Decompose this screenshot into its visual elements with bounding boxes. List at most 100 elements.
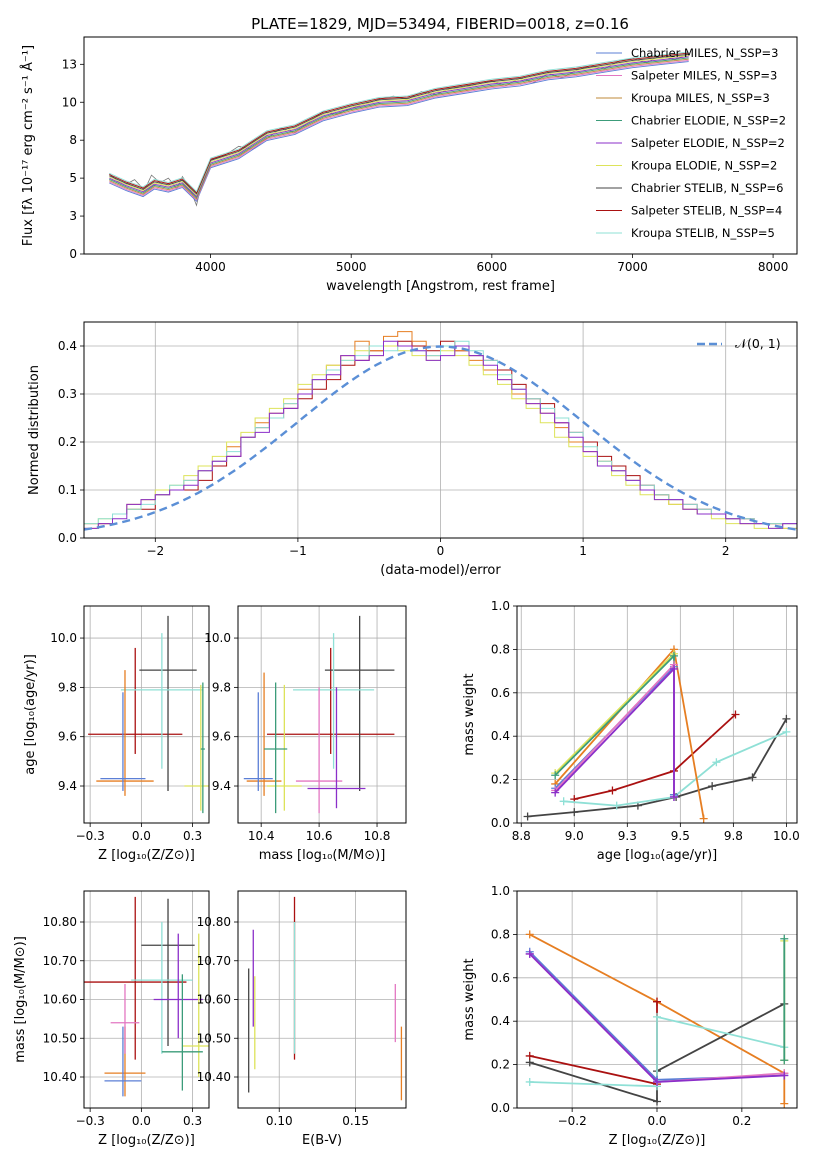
weight-point-marker	[612, 801, 621, 810]
legend-label: Salpeter MILES, N_SSP=3	[631, 69, 777, 83]
weight-point-marker	[608, 786, 617, 795]
spectrum-xtick-label: 5000	[336, 260, 367, 274]
legend-label: Kroupa STELIB, N_SSP=5	[631, 226, 775, 240]
weight-point-marker	[570, 808, 579, 817]
weight-point-marker	[525, 949, 534, 958]
z-weight-xtick-label: 0.0	[647, 1114, 666, 1128]
weight-point-marker	[669, 651, 678, 660]
z-mass-ytick-label: 10.80	[43, 915, 77, 929]
age-weight-ytick-label: 0.8	[491, 642, 510, 656]
ebv-mass-xlabel: E(B-V)	[302, 1133, 342, 1148]
weight-point-marker	[699, 814, 708, 823]
weight-point-marker	[525, 1051, 534, 1060]
ebv-mass-xtick-label: 0.10	[266, 1114, 293, 1128]
weight-line	[574, 713, 737, 800]
age-weight-ylabel: mass weight	[462, 673, 477, 755]
weight-point-marker	[653, 997, 661, 1006]
weight-point-marker	[559, 797, 568, 806]
model-spectrum-line	[109, 55, 689, 196]
z-mass-ytick-label: 10.50	[43, 1031, 77, 1045]
model-spectrum-line	[109, 51, 689, 193]
age-weight-xtick-label: 8.8	[512, 829, 531, 843]
mass-age-ytick-label: 10.0	[204, 631, 231, 645]
residuals-ytick-label: 0.3	[58, 387, 77, 401]
z-weight-ytick-label: 0.0	[491, 1101, 510, 1115]
mass-age-xlabel: mass [log₁₀(M/M⊙)]	[259, 848, 386, 863]
model-spectrum-line	[109, 57, 689, 199]
weight-point-marker	[551, 771, 560, 780]
spectrum-ytick-label: 5	[69, 171, 77, 185]
weight-point-marker	[780, 1056, 789, 1065]
weight-point-marker	[653, 1077, 661, 1086]
histogram-steps	[84, 340, 797, 529]
age-weight-ytick-label: 0.0	[491, 816, 510, 830]
age-weight-ytick-label: 0.6	[491, 686, 510, 700]
spectrum-xtick-label: 8000	[758, 260, 789, 274]
z-age-xtick-label: −0.3	[76, 829, 105, 843]
residuals-ytick-label: 0.2	[58, 435, 77, 449]
z-age-ytick-label: 9.6	[58, 730, 77, 744]
spectrum-ytick-label: 10	[62, 95, 77, 109]
spectrum-xlabel: wavelength [Angstrom, rest frame]	[326, 279, 555, 294]
model-spectrum-line	[109, 58, 689, 200]
ebv-mass-ytick-label: 10.70	[197, 954, 231, 968]
z-mass-ytick-label: 10.40	[43, 1070, 77, 1084]
ebv-mass-ytick-label: 10.60	[197, 993, 231, 1007]
weight-point-marker	[712, 758, 721, 767]
z-age-frame	[83, 605, 210, 824]
weight-point-marker	[748, 773, 757, 782]
residuals-xtick-label: 0	[437, 544, 445, 558]
model-spectrum-line	[109, 56, 689, 198]
z-weight-xtick-label: 0.2	[732, 1114, 751, 1128]
age-weight-ytick-label: 1.0	[491, 599, 510, 613]
legend-label: Chabrier STELIB, N_SSP=6	[631, 181, 783, 195]
mass-age-ytick-label: 9.4	[212, 779, 231, 793]
z-weight-ylabel: mass weight	[462, 958, 477, 1040]
age-weight-frame	[516, 605, 798, 824]
weight-point-marker	[731, 710, 740, 719]
z-mass-ylabel: mass [log₁₀(M/M⊙)]	[13, 936, 28, 1063]
z-age-ytick-label: 9.4	[58, 779, 77, 793]
z-age-xlabel: Z [log₁₀(Z/Z⊙)]	[98, 848, 195, 863]
weight-point-marker	[551, 788, 560, 797]
residuals-ytick-label: 0.0	[58, 531, 77, 545]
z-mass-xtick-label: 0.3	[183, 1114, 202, 1128]
legend-label: Salpeter ELODIE, N_SSP=2	[631, 136, 785, 150]
spectrum-ytick-label: 13	[62, 57, 77, 71]
z-mass-xlabel: Z [log₁₀(Z/Z⊙)]	[98, 1133, 195, 1148]
weight-point-marker	[780, 1099, 789, 1108]
age-weight-xlabel: age [log₁₀(age/yr)]	[597, 848, 718, 863]
mass-age-ytick-label: 9.6	[212, 730, 231, 744]
spectrum-frame	[83, 36, 798, 255]
weight-point-marker	[780, 1071, 789, 1080]
legend-label: Kroupa ELODIE, N_SSP=2	[631, 159, 777, 173]
spectrum-xtick-label: 7000	[617, 260, 648, 274]
z-mass-ytick-label: 10.70	[43, 954, 77, 968]
z-weight-ytick-label: 0.8	[491, 927, 510, 941]
residuals-xtick-label: −2	[146, 544, 164, 558]
mass-age-xtick-label: 10.8	[364, 829, 391, 843]
z-weight-ytick-label: 1.0	[491, 884, 510, 898]
model-spectrum-line	[109, 59, 689, 201]
z-age-ytick-label: 9.8	[58, 680, 77, 694]
z-weight-frame	[516, 890, 798, 1109]
z-weight-ytick-label: 0.2	[491, 1058, 510, 1072]
mass-age-frame	[237, 605, 407, 824]
weight-point-marker	[525, 930, 534, 939]
ebv-mass-xtick-label: 0.15	[342, 1114, 369, 1128]
z-weight-xlabel: Z [log₁₀(Z/Z⊙)]	[609, 1133, 706, 1148]
spectrum-xtick-label: 4000	[195, 260, 226, 274]
model-spectrum-line	[109, 52, 689, 194]
weight-point-marker	[669, 664, 678, 673]
spectrum-xtick-label: 6000	[477, 260, 508, 274]
age-weight-ytick-label: 0.4	[491, 729, 510, 743]
age-weight-xtick-label: 9.3	[618, 829, 637, 843]
weight-point-marker	[523, 812, 532, 821]
mass-age-xtick-label: 10.4	[248, 829, 275, 843]
z-mass-xtick-label: −0.3	[76, 1114, 105, 1128]
age-weight-xtick-label: 9.5	[671, 829, 690, 843]
residuals-ylabel: Normed distribution	[27, 365, 42, 495]
residuals-xtick-label: 2	[722, 544, 730, 558]
weight-point-marker	[525, 1077, 534, 1086]
